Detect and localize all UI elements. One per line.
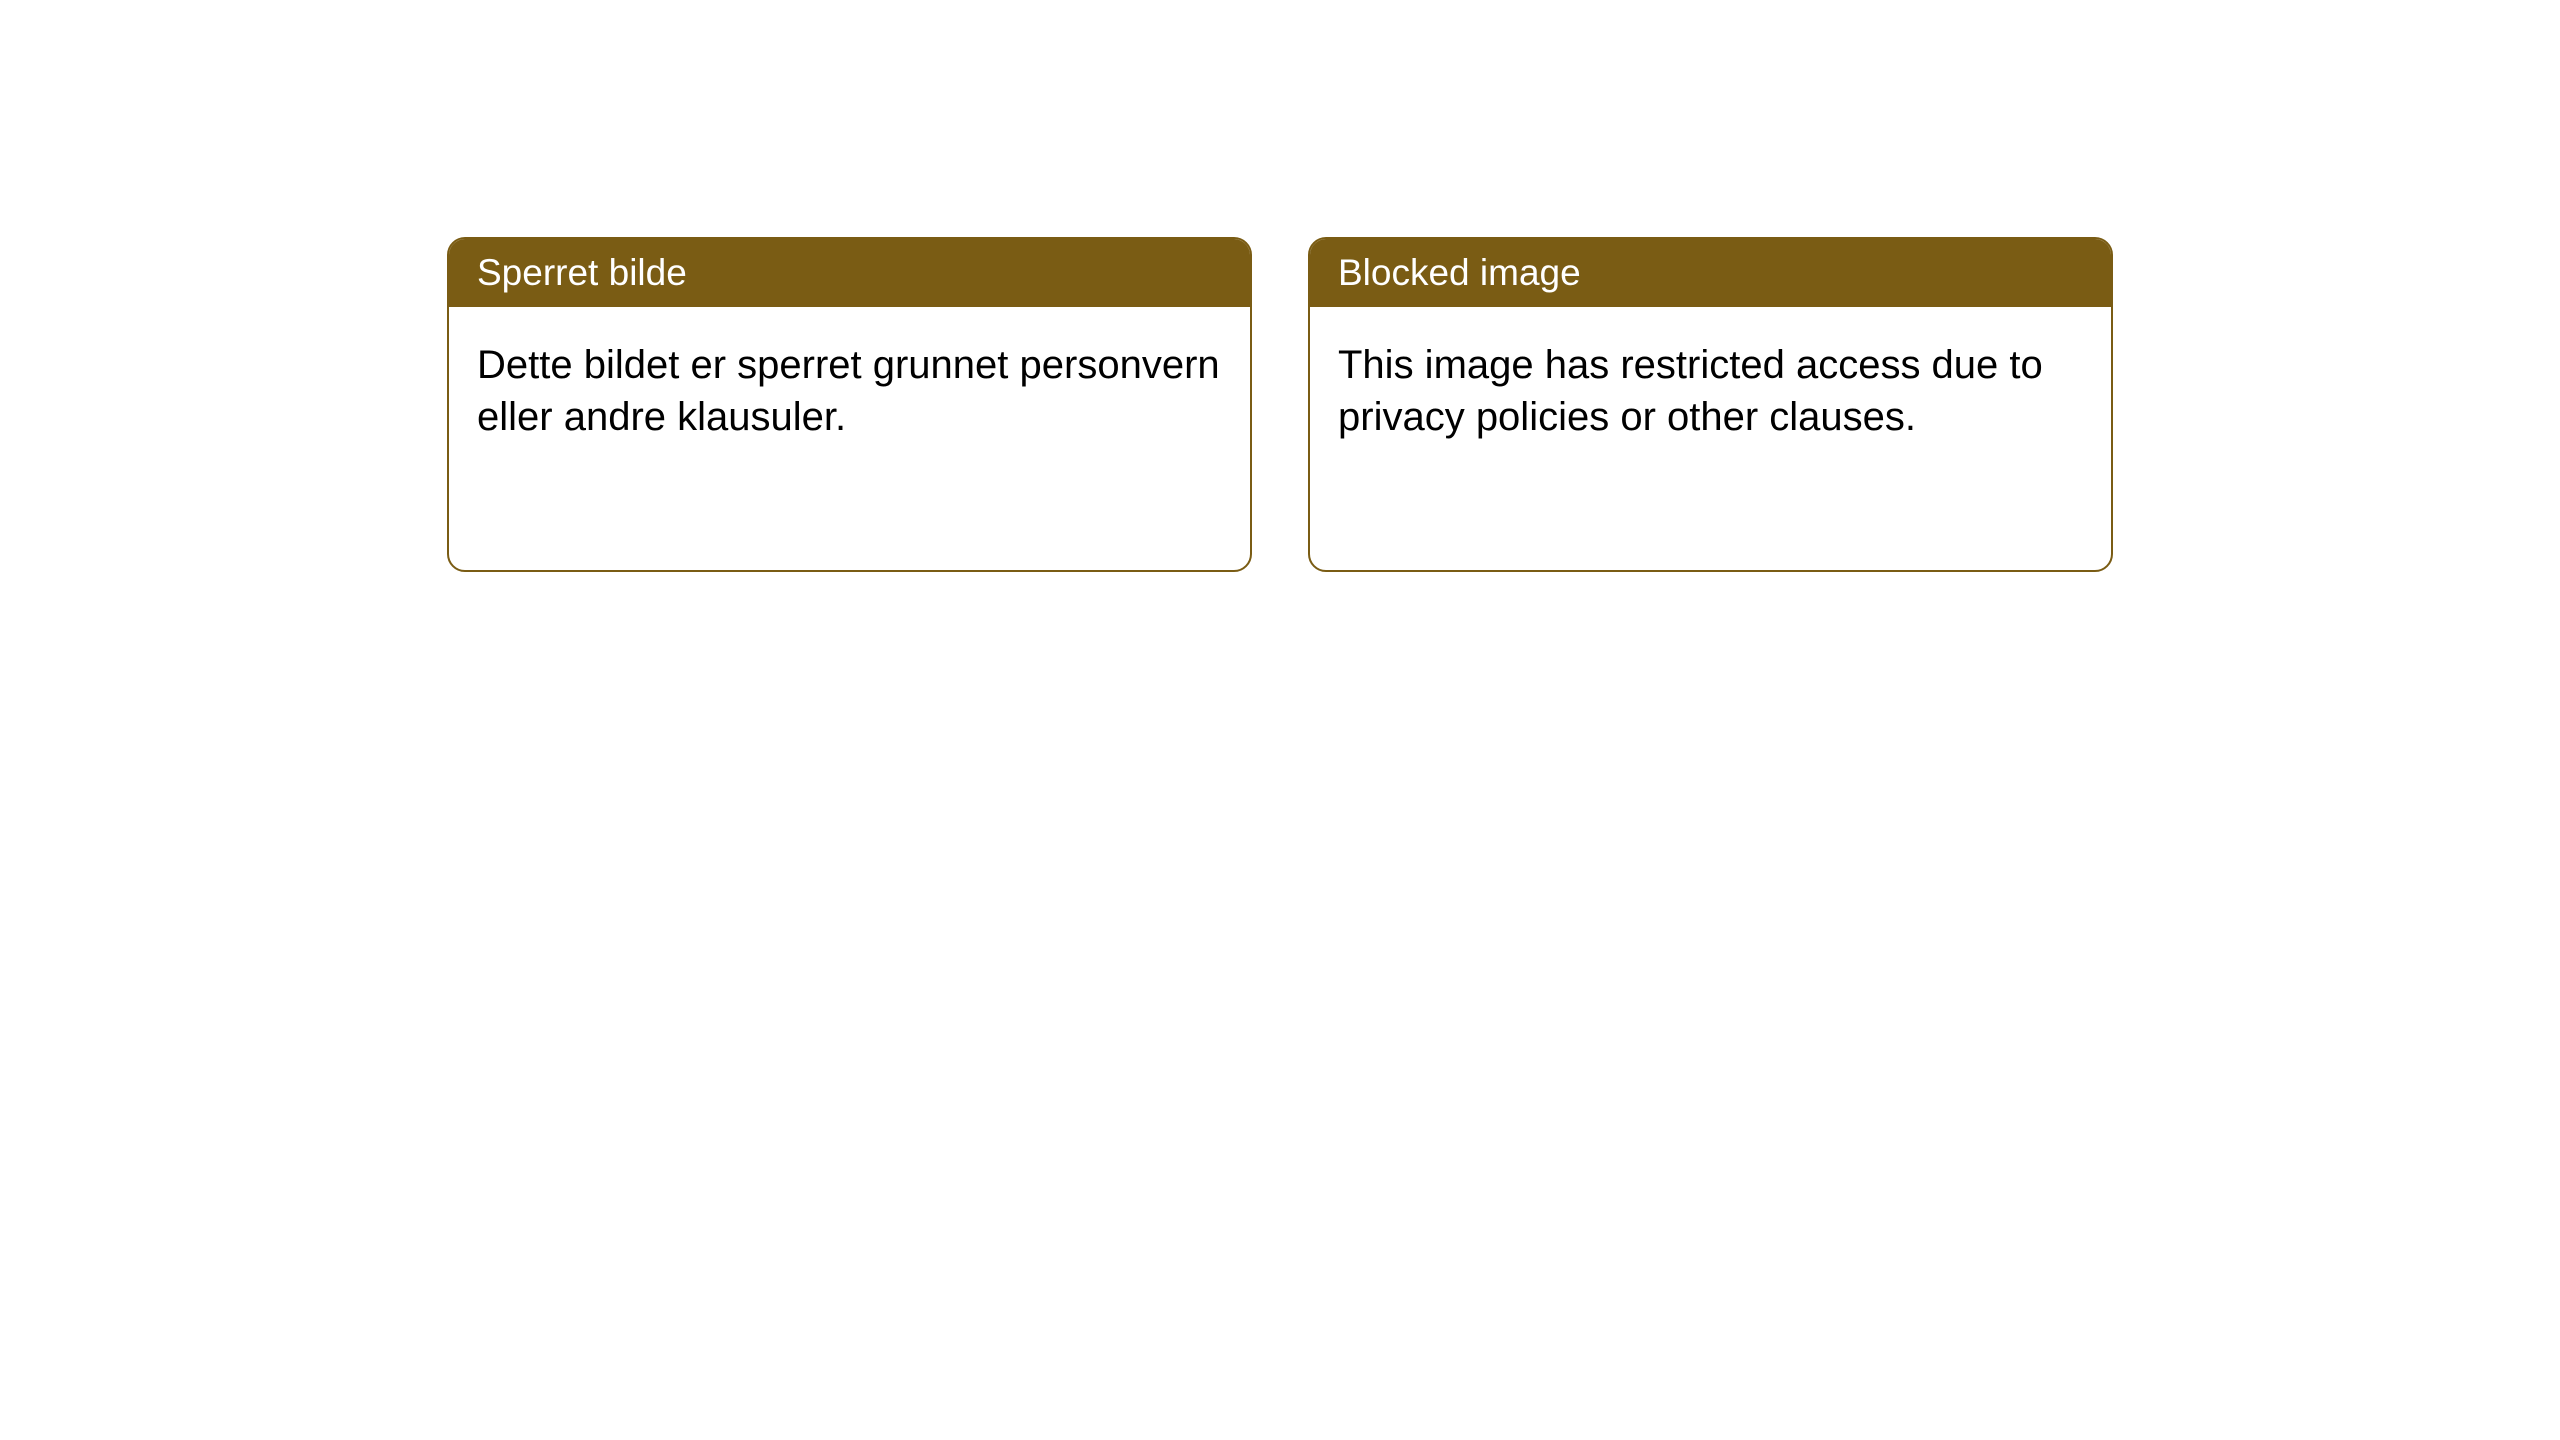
notice-header: Blocked image [1310,239,2111,307]
notice-body-text: This image has restricted access due to … [1338,343,2043,439]
notice-body-text: Dette bildet er sperret grunnet personve… [477,343,1220,439]
notice-header: Sperret bilde [449,239,1250,307]
notice-title: Blocked image [1338,252,1581,293]
notice-title: Sperret bilde [477,252,687,293]
notice-card-english: Blocked image This image has restricted … [1308,237,2113,572]
notice-body: This image has restricted access due to … [1310,307,2111,475]
notice-body: Dette bildet er sperret grunnet personve… [449,307,1250,475]
notice-container: Sperret bilde Dette bildet er sperret gr… [447,237,2113,572]
notice-card-norwegian: Sperret bilde Dette bildet er sperret gr… [447,237,1252,572]
